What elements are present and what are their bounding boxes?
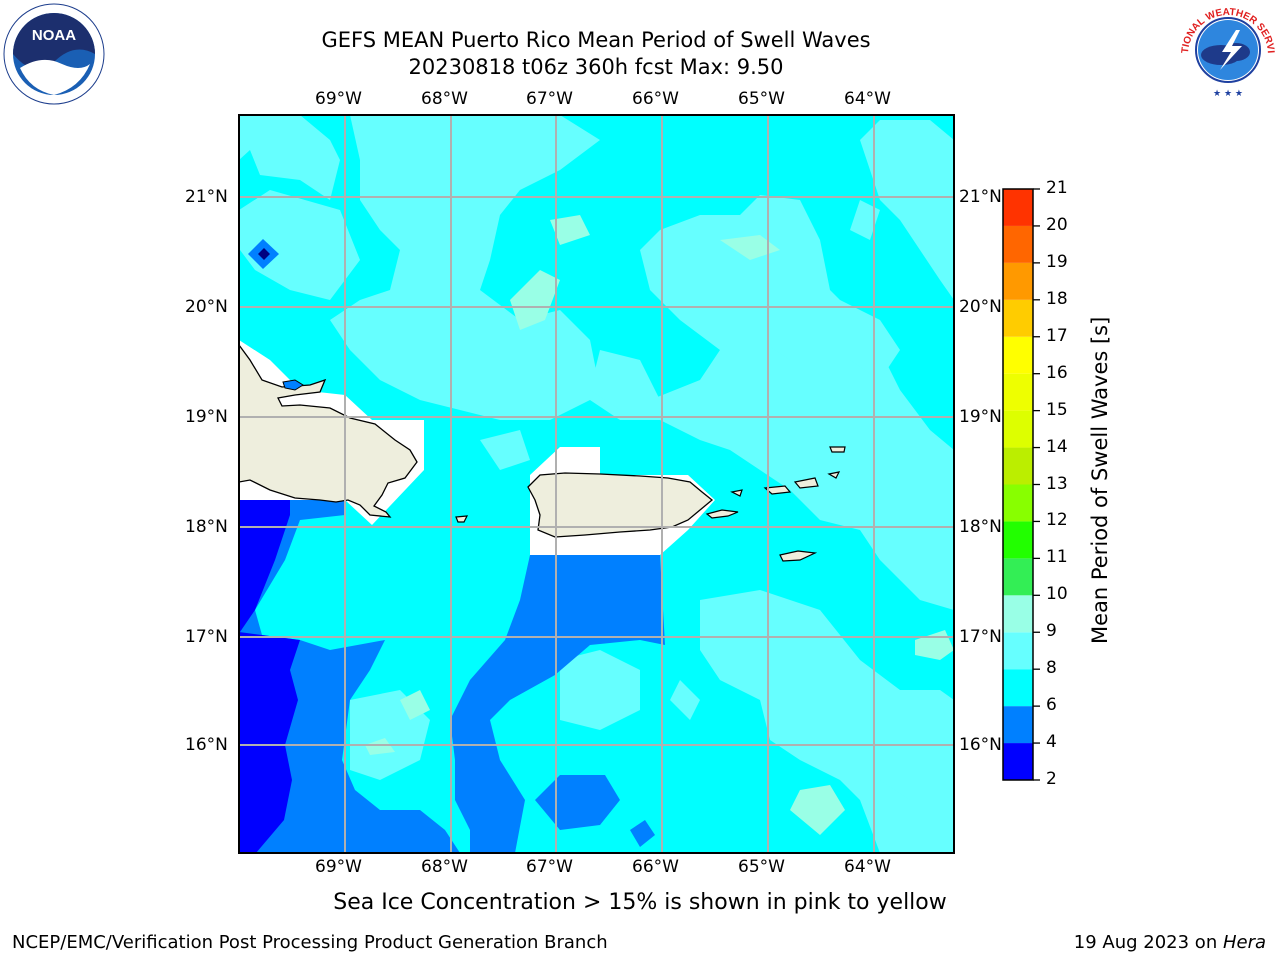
- colorbar-swatch: [1003, 225, 1033, 263]
- lat-label-left: 16°N: [185, 735, 228, 755]
- colorbar-tick-label: 21: [1046, 178, 1068, 198]
- noaa-logo: NOAA: [3, 3, 105, 105]
- lat-label-left: 20°N: [185, 297, 228, 317]
- colorbar-tick-label: 16: [1046, 362, 1068, 383]
- sea-ice-caption: Sea Ice Concentration > 15% is shown in …: [333, 890, 947, 915]
- colorbar-tick-label: 11: [1046, 547, 1068, 568]
- lon-label-bottom: 69°W: [315, 857, 362, 877]
- lat-label-left: 17°N: [185, 627, 228, 647]
- colorbar-tick-label: 9: [1046, 621, 1057, 642]
- colorbar-swatch: [1003, 558, 1033, 596]
- lon-label-top: 65°W: [738, 89, 785, 109]
- lon-label-top: 66°W: [632, 89, 679, 109]
- colorbar-tick-label: 8: [1046, 658, 1057, 679]
- colorbar-swatch: [1003, 706, 1033, 744]
- hispaniola-landmass: [239, 343, 418, 518]
- lat-label-right: 18°N: [959, 517, 1002, 537]
- footer-date: 19 Aug 2023 on Hera: [1074, 932, 1266, 953]
- puerto-rico-landmass: [527, 472, 714, 538]
- colorbar-tick-label: 10: [1046, 584, 1068, 605]
- colorbar-swatch: [1003, 373, 1033, 411]
- colorbar-swatch: [1003, 484, 1033, 522]
- lat-label-right: 19°N: [959, 407, 1002, 427]
- colorbar-swatch: [1003, 447, 1033, 485]
- footer-host: Hera: [1222, 932, 1266, 953]
- colorbar-swatch: [1003, 410, 1033, 448]
- lat-label-right: 16°N: [959, 735, 1002, 755]
- colorbar-title: Mean Period of Swell Waves [s]: [1088, 316, 1112, 644]
- colorbar-tick-label: 20: [1046, 214, 1068, 235]
- colorbar-tick-label: 2: [1046, 769, 1057, 789]
- chart-title-line2: 20230818 t06z 360h fcst Max: 9.50: [408, 55, 784, 79]
- colorbar-swatch: [1003, 336, 1033, 374]
- lon-label-bottom: 65°W: [738, 857, 785, 877]
- lat-label-right: 21°N: [959, 187, 1002, 207]
- lat-label-left: 21°N: [185, 187, 228, 207]
- colorbar-tick-label: 17: [1046, 325, 1068, 346]
- map-frame: [238, 114, 955, 854]
- colorbar-tick-label: 13: [1046, 473, 1068, 494]
- colorbar-tick-label: 15: [1046, 399, 1068, 420]
- colorbar-swatch: [1003, 632, 1033, 670]
- colorbar-tick-label: 6: [1046, 695, 1057, 716]
- lon-label-bottom: 64°W: [844, 857, 891, 877]
- lat-label-left: 19°N: [185, 407, 228, 427]
- lon-label-top: 67°W: [526, 89, 573, 109]
- lon-label-top: 64°W: [844, 89, 891, 109]
- lat-label-left: 18°N: [185, 517, 228, 537]
- svg-text:★ ★ ★: ★ ★ ★: [1213, 89, 1243, 99]
- colorbar-swatch: [1003, 595, 1033, 633]
- colorbar-swatch: [1003, 299, 1033, 337]
- footer-date-text: 19 Aug 2023 on: [1073, 932, 1223, 953]
- nws-logo: NATIONAL WEATHER SERVICE ★ ★ ★: [1176, 0, 1276, 99]
- colorbar-swatch: [1003, 262, 1033, 300]
- svg-text:NOAA: NOAA: [32, 27, 76, 44]
- virgin-islands: [455, 446, 846, 562]
- swell-field-9-10s: [365, 215, 954, 835]
- colorbar-tick-label: 4: [1046, 732, 1057, 753]
- swell-field-2-4s: [239, 248, 300, 853]
- footer-credit: NCEP/EMC/Verification Post Processing Pr…: [12, 932, 608, 953]
- lat-label-right: 17°N: [959, 627, 1002, 647]
- colorbar-tick-label: 18: [1046, 288, 1068, 309]
- colorbar-swatch: [1003, 669, 1033, 707]
- chart-title-line1: GEFS MEAN Puerto Rico Mean Period of Swe…: [321, 28, 871, 52]
- colorbar-tick-label: 12: [1046, 510, 1068, 531]
- lat-label-right: 20°N: [959, 297, 1002, 317]
- lon-label-top: 68°W: [421, 89, 468, 109]
- colorbar-swatch: [1003, 743, 1033, 780]
- lon-label-bottom: 67°W: [526, 857, 573, 877]
- colorbar-tick-label: 19: [1046, 251, 1068, 272]
- lon-label-bottom: 68°W: [421, 857, 468, 877]
- map-gridlines: [239, 115, 954, 853]
- lon-label-bottom: 66°W: [632, 857, 679, 877]
- lon-label-top: 69°W: [315, 89, 362, 109]
- colorbar-tick-label: 14: [1046, 436, 1068, 457]
- colorbar-swatch: [1003, 189, 1033, 226]
- colorbar-swatch: [1003, 521, 1033, 559]
